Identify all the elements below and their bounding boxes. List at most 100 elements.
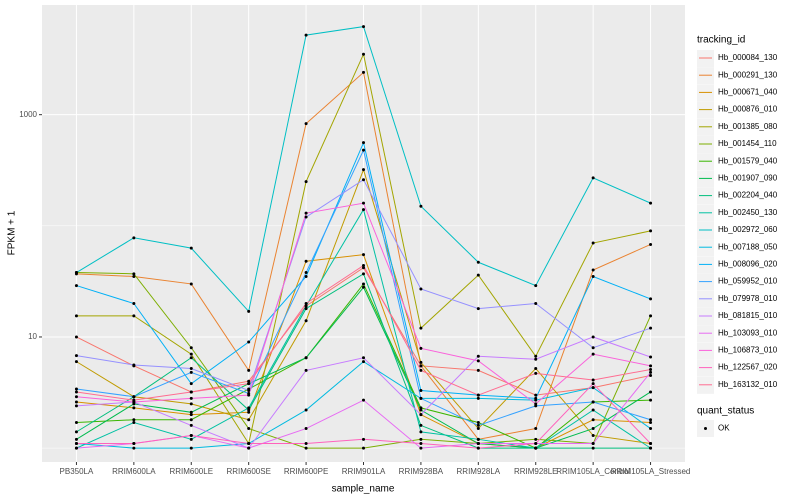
- point: [74, 400, 78, 404]
- point: [476, 437, 480, 441]
- point: [649, 370, 653, 374]
- point: [362, 253, 365, 257]
- point: [362, 285, 365, 289]
- point: [362, 168, 365, 172]
- point: [534, 396, 538, 400]
- point: [476, 442, 480, 446]
- x-axis-title: sample_name: [332, 484, 395, 495]
- point: [591, 400, 595, 404]
- point: [189, 446, 193, 450]
- point: [362, 25, 365, 29]
- legend-label: Hb_001907_090: [718, 174, 778, 183]
- point: [74, 437, 78, 441]
- point: [304, 274, 308, 278]
- point: [649, 229, 653, 233]
- point: [247, 406, 251, 410]
- point: [304, 427, 308, 431]
- point: [591, 268, 595, 272]
- point: [304, 180, 308, 184]
- point: [189, 433, 193, 437]
- point: [649, 421, 653, 425]
- point: [419, 368, 423, 372]
- point: [476, 396, 480, 400]
- point: [247, 309, 251, 313]
- legend-point: [704, 427, 707, 430]
- point: [591, 386, 595, 390]
- point: [649, 442, 653, 446]
- point: [189, 410, 193, 414]
- point: [591, 378, 595, 382]
- legend-key: [697, 239, 714, 257]
- point: [304, 442, 308, 446]
- legend-label: Hb_122567_020: [718, 363, 778, 372]
- point: [591, 335, 595, 339]
- point: [189, 390, 193, 394]
- point: [591, 446, 595, 450]
- point: [419, 442, 423, 446]
- point: [189, 382, 193, 386]
- point: [362, 148, 365, 152]
- point: [304, 215, 308, 219]
- legend-label: Hb_059952_010: [718, 277, 778, 286]
- legend-label: Hb_079978_010: [718, 294, 778, 303]
- point: [419, 326, 423, 330]
- point: [189, 418, 193, 422]
- point: [649, 367, 653, 371]
- point: [476, 446, 480, 450]
- point: [534, 402, 538, 406]
- y-axis-title: FPKM + 1: [7, 210, 18, 255]
- point: [189, 370, 193, 374]
- point: [649, 201, 653, 205]
- point: [189, 352, 193, 356]
- point: [591, 176, 595, 180]
- point: [247, 427, 251, 431]
- point: [189, 367, 193, 371]
- point: [362, 141, 365, 145]
- point: [304, 259, 308, 263]
- x-tick-label: PB350LA: [60, 467, 94, 476]
- legend-label: Hb_001579_040: [718, 156, 778, 165]
- point: [74, 395, 78, 399]
- point: [74, 314, 78, 318]
- point: [247, 418, 251, 422]
- x-tick-label: RRIM105LA_Stressed: [611, 467, 691, 476]
- point: [534, 284, 538, 288]
- point: [419, 423, 423, 427]
- x-tick-label: RRIM600SE: [226, 467, 270, 476]
- point: [534, 446, 538, 450]
- point: [591, 427, 595, 431]
- point: [132, 395, 136, 399]
- point: [304, 319, 308, 323]
- point: [132, 446, 136, 450]
- point: [132, 442, 136, 446]
- point: [419, 396, 423, 400]
- x-tick-label: RRIM600LA: [112, 467, 156, 476]
- point: [476, 427, 480, 431]
- point: [247, 408, 251, 412]
- point: [247, 382, 251, 386]
- legend-label: Hb_002972_060: [718, 225, 778, 234]
- point: [534, 427, 538, 431]
- point: [649, 314, 653, 318]
- point-legend-title: quant_status: [697, 406, 754, 417]
- point: [591, 352, 595, 356]
- point: [362, 398, 365, 402]
- point: [74, 354, 78, 358]
- point: [74, 284, 78, 288]
- legend-label: Hb_000084_130: [718, 53, 778, 62]
- point: [362, 52, 365, 56]
- point: [591, 382, 595, 386]
- legend-label: Hb_002450_130: [718, 208, 778, 217]
- legend-label: Hb_081815_010: [718, 311, 778, 320]
- legend-label: Hb_002204_040: [718, 191, 778, 200]
- point: [132, 418, 136, 422]
- point: [591, 418, 595, 422]
- point: [74, 404, 78, 408]
- point: [132, 236, 136, 240]
- point: [591, 433, 595, 437]
- point: [649, 427, 653, 431]
- legend-label: Hb_000291_130: [718, 70, 778, 79]
- legend: Hb_000084_130 Hb_000291_130 Hb_000671_040 H…: [697, 50, 778, 437]
- point: [534, 357, 538, 361]
- x-tick-label: RRIM600LE: [169, 467, 213, 476]
